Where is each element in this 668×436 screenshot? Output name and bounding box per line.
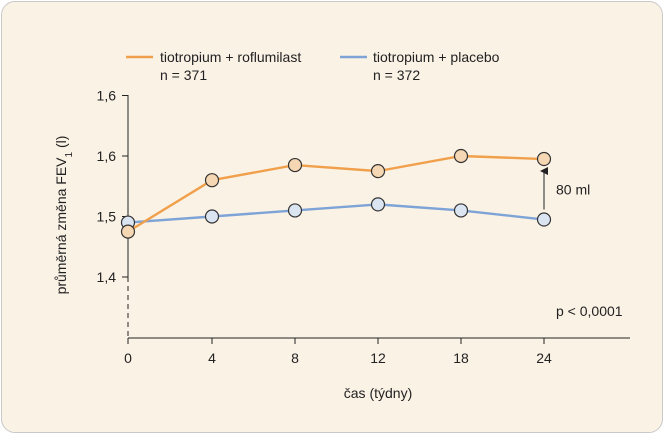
data-point: [536, 151, 552, 167]
data-point: [453, 203, 469, 218]
legend-label-roflumilast: tiotropium + roflumilast: [160, 49, 301, 65]
data-point: [287, 157, 303, 173]
y-tick-label: 1,4: [97, 269, 117, 285]
y-axis-label-main: průměrná změna FEV: [53, 157, 69, 295]
data-point: [204, 173, 220, 188]
y-tick-label: 1,5: [97, 209, 117, 225]
data-point: [370, 164, 386, 179]
data-point: [453, 148, 469, 164]
series-lines: [127, 154, 545, 233]
x-tick-label: 8: [291, 350, 299, 366]
series-points: [120, 148, 552, 239]
x-tick-label: 0: [124, 350, 132, 366]
legend-n-roflumilast: n = 371: [160, 67, 207, 83]
x-tick-label: 4: [208, 350, 216, 366]
series-line: [127, 203, 545, 224]
p-value-label: p < 0,0001: [556, 303, 623, 319]
x-ticks: 0 4 8 12 18 24: [124, 338, 552, 366]
data-point: [370, 197, 386, 212]
x-axis-label: čas (týdny): [344, 385, 412, 401]
y-axis-label-sub: 1: [64, 151, 75, 157]
data-point: [287, 203, 303, 218]
legend-n-placebo: n = 372: [373, 67, 420, 83]
x-tick-label: 18: [453, 350, 469, 366]
y-ticks: 1,4 1,5 1,6 1,6: [97, 88, 128, 285]
difference-label: 80 ml: [556, 181, 590, 197]
x-tick-label: 12: [370, 350, 386, 366]
series-line: [127, 154, 545, 233]
data-point: [536, 212, 552, 227]
x-tick-label: 24: [536, 350, 552, 366]
data-point: [204, 209, 220, 224]
y-axis-label: průměrná změna FEV1 (l): [53, 136, 75, 295]
legend: tiotropium + roflumilast n = 371 tiotrop…: [126, 49, 500, 83]
y-axis-label-unit: (l): [53, 136, 69, 152]
y-tick-label: 1,6: [97, 148, 117, 164]
y-tick-label: 1,6: [97, 88, 117, 104]
data-point: [120, 224, 136, 239]
legend-label-placebo: tiotropium + placebo: [373, 49, 500, 65]
